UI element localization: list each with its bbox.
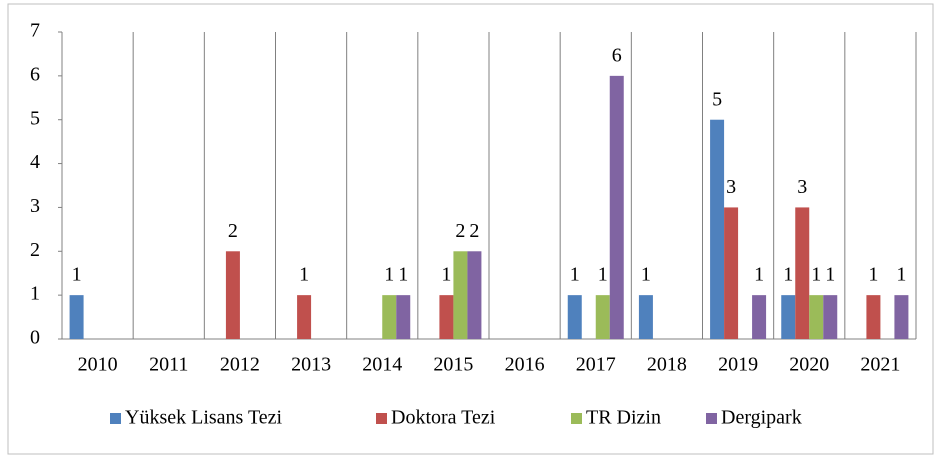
bar	[638, 295, 653, 339]
data-label: 1	[441, 264, 451, 286]
legend-swatch	[706, 413, 717, 424]
data-label: 1	[598, 264, 608, 286]
bar	[567, 295, 582, 339]
bar	[467, 251, 482, 339]
x-tick-label: 2019	[718, 354, 758, 376]
x-tick-label: 2011	[149, 354, 188, 376]
data-label: 1	[754, 264, 764, 286]
legend-swatch	[571, 413, 582, 424]
bar	[724, 207, 739, 339]
data-label: 1	[825, 264, 835, 286]
legend-label: Doktora Tezi	[391, 407, 496, 429]
x-tick-label: 2013	[291, 354, 331, 376]
x-tick-label: 2012	[220, 354, 260, 376]
data-label: 1	[868, 264, 878, 286]
x-tick-label: 2018	[647, 354, 687, 376]
bar	[439, 295, 454, 339]
legend-swatch	[110, 413, 121, 424]
bar	[382, 295, 397, 339]
y-tick-label: 3	[30, 195, 40, 217]
data-label: 1	[570, 264, 580, 286]
x-tick-label: 2015	[433, 354, 473, 376]
x-tick-label: 2016	[505, 354, 545, 376]
y-tick-label: 0	[30, 327, 40, 349]
x-tick-label: 2017	[576, 354, 616, 376]
data-label: 1	[384, 264, 394, 286]
legend-swatch	[376, 413, 387, 424]
bar	[710, 119, 725, 339]
data-label: 1	[811, 264, 821, 286]
bar	[225, 251, 240, 339]
data-label: 1	[398, 264, 408, 286]
bar	[453, 251, 468, 339]
bar	[781, 295, 796, 339]
x-tick-label: 2014	[362, 354, 402, 376]
data-label: 1	[641, 264, 651, 286]
bar	[69, 295, 84, 339]
bar	[297, 295, 312, 339]
bar	[866, 295, 881, 339]
data-label: 1	[783, 264, 793, 286]
x-tick-label: 2020	[789, 354, 829, 376]
bar	[809, 295, 824, 339]
y-tick-label: 6	[30, 63, 40, 85]
data-label: 5	[712, 88, 722, 110]
bar	[823, 295, 838, 339]
y-tick-label: 2	[30, 239, 40, 261]
bar	[795, 207, 810, 339]
bar	[396, 295, 411, 339]
bar	[894, 295, 909, 339]
data-label: 1	[72, 264, 82, 286]
legend-label: Yüksek Lisans Tezi	[125, 407, 283, 429]
data-label: 6	[612, 44, 622, 66]
y-tick-label: 1	[30, 283, 40, 305]
bar	[595, 295, 610, 339]
data-label: 3	[726, 176, 736, 198]
legend-label: Dergipark	[721, 407, 802, 429]
y-tick-label: 5	[30, 107, 40, 129]
chart-frame	[7, 3, 934, 455]
bar	[752, 295, 767, 339]
data-label: 3	[797, 176, 807, 198]
data-label: 2	[228, 220, 238, 242]
bar	[609, 75, 624, 339]
data-label: 1	[896, 264, 906, 286]
data-label: 2	[469, 220, 479, 242]
y-tick-label: 7	[30, 20, 40, 42]
data-label: 1	[299, 264, 309, 286]
legend-label: TR Dizin	[586, 407, 661, 429]
x-tick-label: 2021	[860, 354, 900, 376]
data-label: 2	[455, 220, 465, 242]
y-tick-label: 4	[30, 151, 40, 173]
x-tick-label: 2010	[78, 354, 118, 376]
